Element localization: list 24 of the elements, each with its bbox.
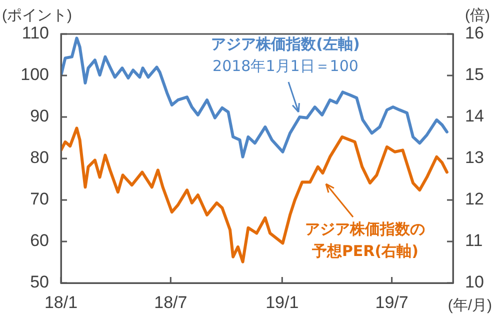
y2-tick-label: 15 (465, 65, 484, 84)
y-tick-label: 110 (22, 24, 49, 43)
annotation: 予想PER(右軸) (310, 242, 418, 260)
y-tick-label: 100 (20, 65, 49, 84)
y2-tick-label: 10 (465, 272, 484, 292)
y-tick-label: 60 (30, 231, 49, 250)
y2-tick-label: 13 (465, 148, 484, 168)
y2-tick-label: 14 (465, 106, 484, 126)
annotation: アジア株価指数(左軸) 2018年1月1日＝100 (211, 34, 360, 75)
x-tick-label: 19/1 (266, 292, 299, 312)
y-tick-label: 70 (30, 190, 49, 209)
y2-axis-title: (倍) (465, 6, 490, 25)
x-tick-label: 18/1 (44, 292, 78, 312)
y-tick-label: 50 (30, 272, 49, 292)
y-axis-title: (ポイント) (2, 6, 72, 25)
x-tick-label: 19/7 (375, 292, 408, 312)
x-axis-title: (年/月) (448, 296, 492, 315)
y2-tick-label: 16 (465, 24, 484, 43)
x-tick-label: 18/7 (154, 292, 188, 312)
y2-tick-label: 11 (465, 231, 483, 250)
annotation: アジア株価指数の (305, 220, 426, 238)
y-tick-label: 80 (30, 148, 49, 168)
y-tick-label: 90 (30, 106, 49, 126)
y2-tick-label: 12 (465, 190, 484, 209)
